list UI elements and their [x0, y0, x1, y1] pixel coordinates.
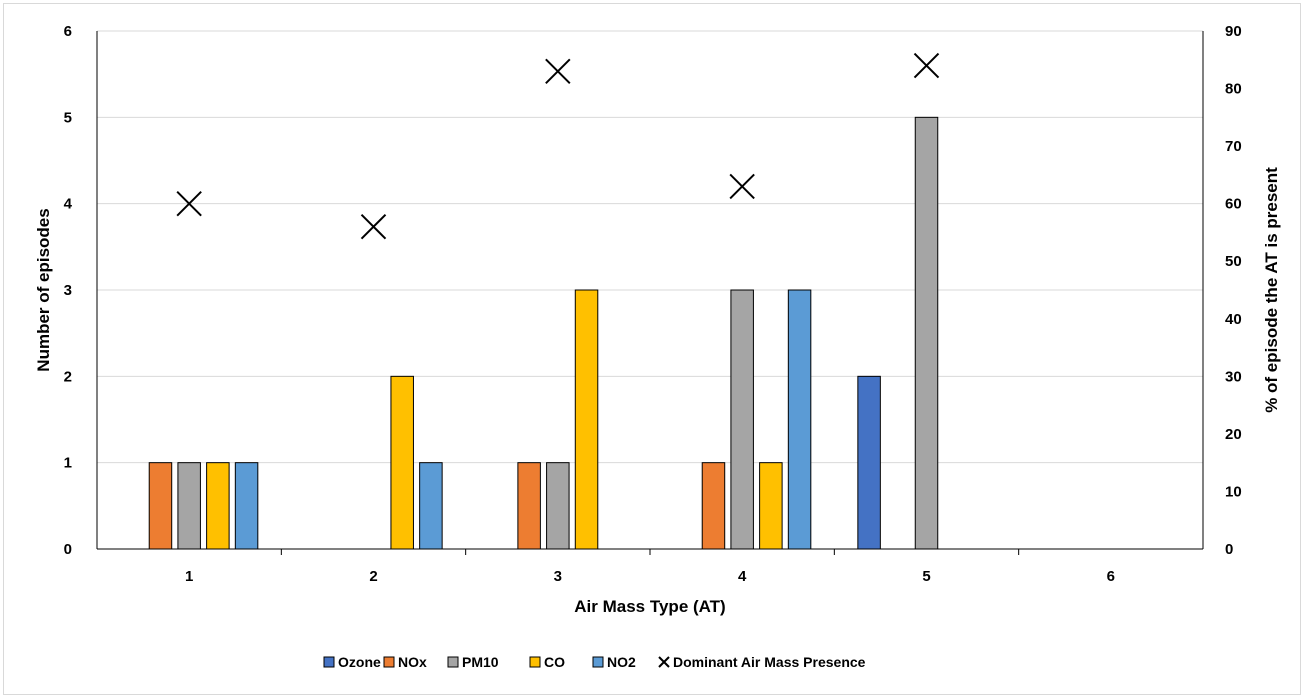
presence-marker-at5	[913, 52, 940, 79]
x-tick-label: 4	[738, 568, 747, 585]
marker-stroke	[176, 190, 202, 217]
chart-frame: 0 1 2 3 4 5 6 0 10 20 30 40 50 60 70 80 90 1 2 3 4 5 6 Air M…	[3, 3, 1301, 695]
legend: Ozone NOx PM10 CO NO2 Dominant Air Mass Prese…	[323, 654, 866, 670]
legend-label: Dominant Air Mass Presence	[673, 654, 866, 670]
marker-stroke	[913, 52, 940, 79]
axes	[96, 31, 1204, 555]
bar-co-at3	[574, 289, 599, 550]
y2-tick-label: 60	[1225, 196, 1242, 213]
legend-swatch	[592, 656, 604, 668]
presence-marker-at4	[729, 173, 755, 200]
y2-tick-labels: 0 10 20 30 40 50 60 70 80 90	[1225, 23, 1242, 558]
bar-no2-at4	[787, 289, 812, 550]
presence-marker-at3	[545, 58, 571, 84]
y2-tick-label: 50	[1225, 253, 1242, 270]
bar-pm10-at5	[914, 116, 939, 550]
legend-label: Ozone	[338, 654, 381, 670]
y2-tick-label: 70	[1225, 138, 1242, 155]
bar-pm10-at4	[730, 289, 754, 550]
x-tick-label: 3	[554, 568, 562, 585]
y-tick-label: 1	[64, 455, 72, 472]
y-tick-label: 0	[64, 541, 72, 558]
y-tick-label: 6	[64, 23, 72, 40]
y2-axis-title: % of episode the AT is present	[1262, 167, 1281, 413]
legend-label: CO	[544, 654, 565, 670]
y-tick-labels: 0 1 2 3 4 5 6	[64, 23, 73, 558]
presence-marker-at2	[360, 213, 387, 240]
bar-co-at2	[390, 375, 414, 550]
y-tick-label: 3	[64, 282, 72, 299]
y2-tick-label: 30	[1225, 368, 1242, 385]
y-axis-title: Number of episodes	[34, 208, 53, 371]
legend-swatch	[529, 656, 541, 668]
y-tick-label: 5	[64, 109, 72, 126]
bar-co-at4	[759, 462, 783, 550]
gridlines	[97, 30, 1203, 464]
bars	[148, 116, 939, 550]
marker-stroke	[545, 58, 571, 84]
y2-tick-label: 0	[1225, 541, 1233, 558]
y2-tick-label: 90	[1225, 23, 1242, 40]
x-tick-label: 2	[369, 568, 377, 585]
bar-nox-at1	[148, 462, 173, 550]
x-tick-label: 5	[922, 568, 930, 585]
presence-markers	[176, 52, 940, 240]
legend-swatch	[383, 656, 395, 668]
legend-swatch	[447, 656, 459, 668]
x-tick-label: 1	[185, 568, 193, 585]
legend-item-co: CO	[529, 654, 565, 670]
y2-tick-label: 80	[1225, 81, 1242, 98]
bar-no2-at1	[234, 462, 259, 550]
marker-stroke	[360, 213, 387, 240]
legend-label: NOx	[398, 654, 427, 670]
legend-item-pm10: PM10	[447, 654, 499, 670]
x-tick-labels: 1 2 3 4 5 6	[185, 568, 1115, 585]
y-tick-label: 2	[64, 368, 72, 385]
legend-label: NO2	[607, 654, 636, 670]
bar-co-at1	[206, 462, 230, 550]
y2-tick-label: 20	[1225, 426, 1242, 443]
legend-item-nox: NOx	[383, 654, 427, 670]
legend-label: PM10	[462, 654, 499, 670]
bar-nox-at4	[701, 462, 726, 550]
chart-svg: 0 1 2 3 4 5 6 0 10 20 30 40 50 60 70 80 90 1 2 3 4 5 6 Air M…	[34, 23, 1281, 670]
x-axis-title: Air Mass Type (AT)	[574, 597, 725, 616]
bar-pm10-at3	[546, 462, 570, 550]
legend-swatch	[323, 656, 335, 668]
legend-item-ozone: Ozone	[323, 654, 381, 670]
legend-item-no2: NO2	[592, 654, 636, 670]
bar-nox-at3	[517, 462, 541, 550]
bar-no2-at2	[419, 462, 443, 550]
legend-x-icon	[658, 656, 670, 668]
y-tick-label: 4	[64, 196, 73, 213]
marker-stroke	[729, 173, 755, 200]
y2-tick-label: 10	[1225, 483, 1242, 500]
x-tick-label: 6	[1107, 568, 1115, 585]
legend-item-dominant-air-mass-presence: Dominant Air Mass Presence	[658, 654, 866, 670]
bar-pm10-at1	[177, 462, 201, 550]
presence-marker-at1	[176, 190, 202, 217]
bar-ozone-at5	[857, 375, 881, 550]
y2-tick-label: 40	[1225, 311, 1242, 328]
